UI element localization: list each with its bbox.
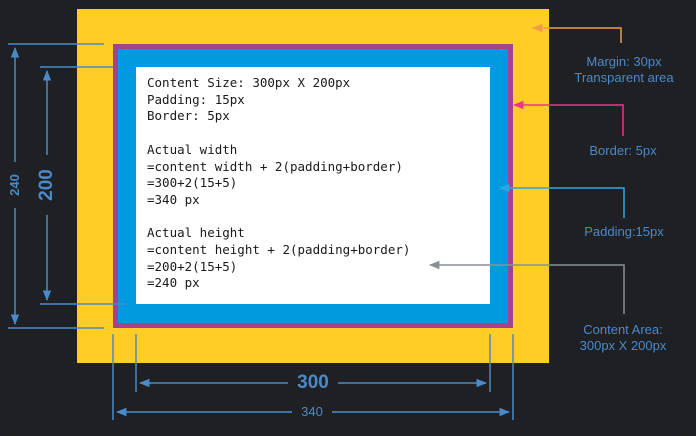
outer-width-dimension — [112, 334, 514, 420]
inner-width-dimension — [135, 334, 491, 392]
content-line: =340 px — [147, 191, 200, 207]
content-annotation-line: Content Area: — [583, 322, 663, 337]
inner-width-label: 300 — [297, 372, 329, 393]
content-line: =content height + 2(padding+border) — [147, 242, 411, 257]
content-line: Actual height — [147, 225, 245, 241]
padding-callout-line — [498, 183, 625, 218]
outer-height-dimension — [8, 43, 104, 329]
margin-callout-line — [531, 23, 622, 43]
content-line: Border: 5px — [147, 108, 230, 124]
content-line: Padding: 15px — [147, 91, 245, 107]
content-callout-line — [428, 260, 625, 314]
inner-height-dimension — [40, 66, 126, 305]
outer-height-label: 240 — [7, 174, 22, 196]
margin-annotation-line: Margin: 30px — [586, 54, 662, 69]
content-area-annotation: Content Area: 300px X 200px — [564, 322, 682, 354]
content-line: Actual width — [147, 141, 238, 157]
outer-width-label: 340 — [301, 404, 323, 419]
border-annotation: Border: 5px — [589, 143, 657, 158]
margin-annotation: Margin: 30px Transparent area — [559, 54, 689, 86]
inner-height-label: 200 — [36, 169, 57, 201]
content-explanation: Content Size: 300px X 200px Padding: 15p… — [147, 75, 410, 292]
padding-annotation: Padding:15px — [584, 224, 664, 239]
content-line: Content Size: 300px X 200px — [147, 75, 351, 90]
content-line: =240 px — [147, 275, 200, 291]
content-line: =content width + 2(padding+border) — [147, 158, 403, 174]
margin-annotation-line: Transparent area — [574, 70, 674, 85]
content-line: =200+2(15+5) — [147, 258, 238, 274]
content-annotation-line: 300px X 200px — [579, 338, 667, 353]
content-line: =300+2(15+5) — [147, 175, 238, 191]
border-callout-line — [512, 100, 624, 136]
